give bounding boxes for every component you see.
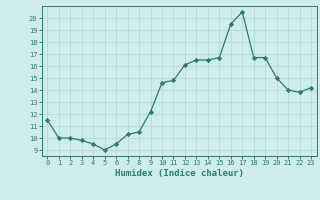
X-axis label: Humidex (Indice chaleur): Humidex (Indice chaleur) xyxy=(115,169,244,178)
